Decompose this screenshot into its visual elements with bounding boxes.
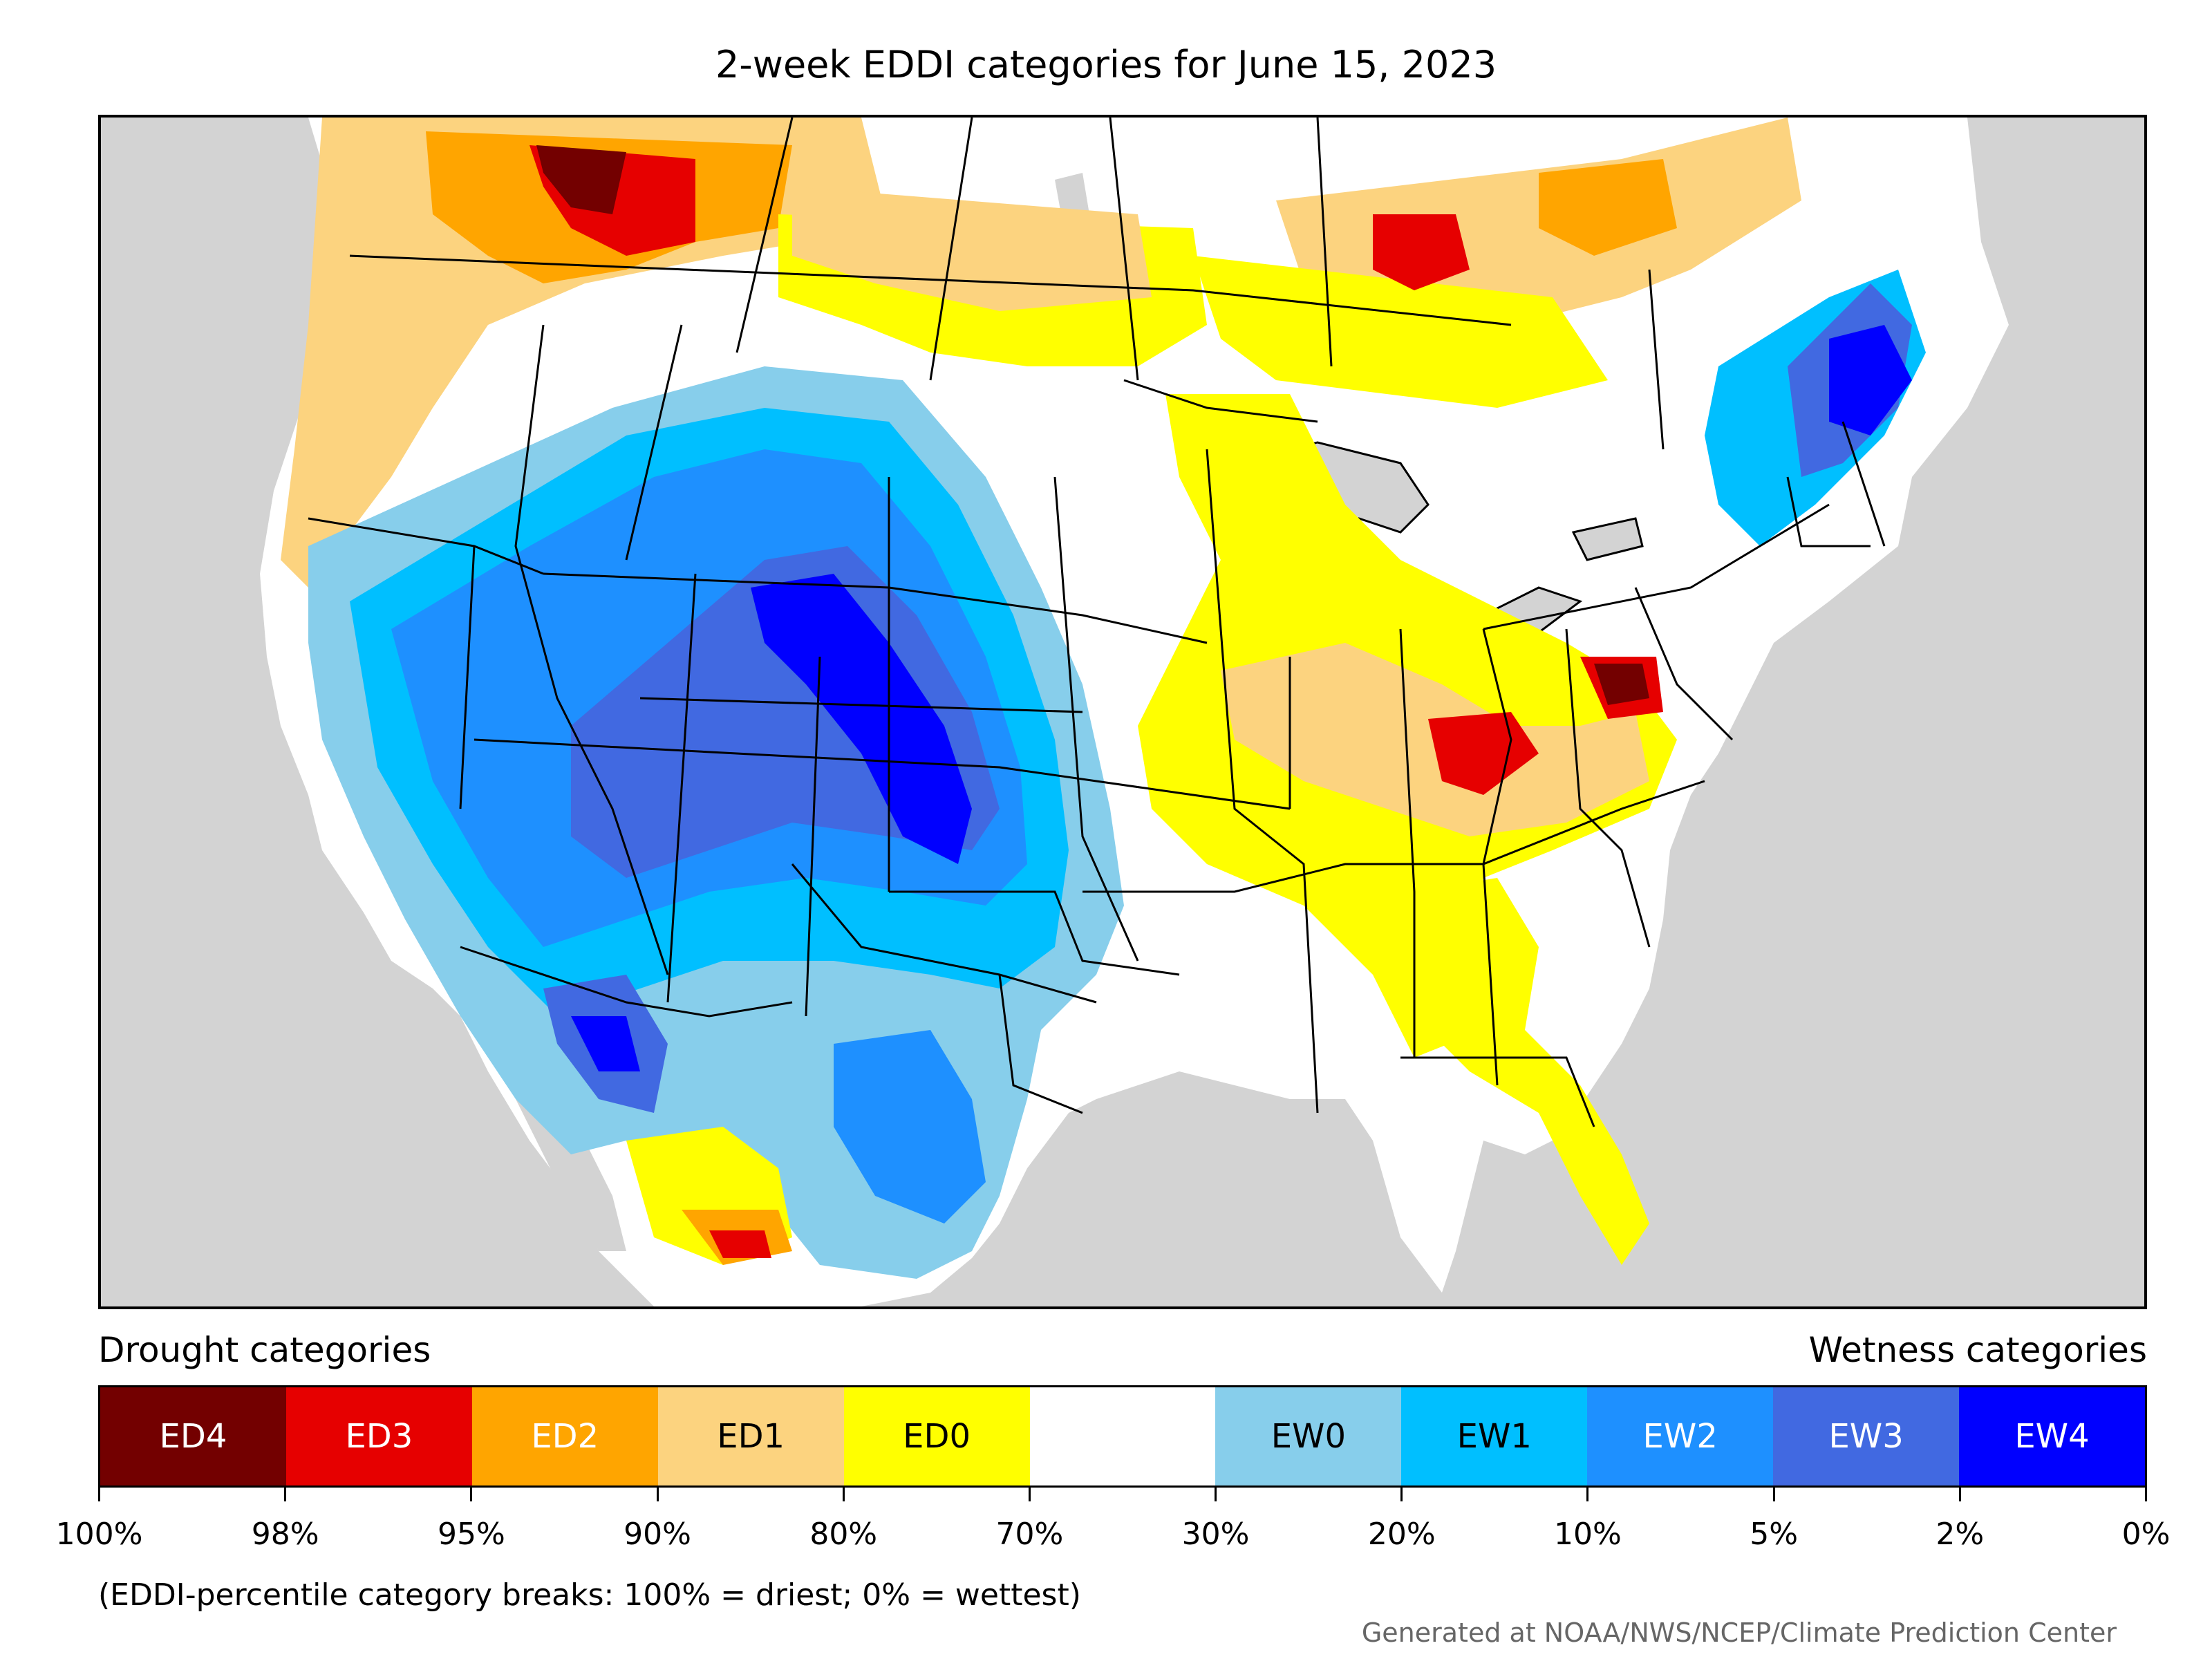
political-boundaries: [308, 118, 1886, 1127]
region-ed0-ontario: [1193, 256, 1608, 408]
region-ed4-virginia: [1594, 664, 1649, 705]
region-ew4-colorado: [751, 574, 972, 864]
region-ew4-baja: [571, 1016, 640, 1071]
region-ed3-kentucky: [1428, 712, 1539, 795]
colorbar-tick-label: 10%: [1554, 1517, 1622, 1552]
colorbar-tick: [1400, 1488, 1403, 1501]
colorbar-segment: [1029, 1387, 1216, 1485]
colorbar-tick: [1586, 1488, 1589, 1501]
colorbar-tick: [2145, 1488, 2147, 1501]
colorbar-segment: EW1: [1401, 1387, 1588, 1485]
category-breaks-note: (EDDI-percentile category breaks: 100% =…: [98, 1577, 1081, 1613]
region-ew4-maine: [1829, 325, 1912, 435]
colorbar-tick: [1215, 1488, 1217, 1501]
colorbar-tick-label: 100%: [55, 1517, 143, 1552]
region-ed3-mexico: [709, 1230, 771, 1258]
colorbar-tick: [98, 1488, 100, 1501]
colorbar-segment: EW0: [1215, 1387, 1402, 1485]
region-ed3-ontario: [1373, 214, 1470, 290]
eddi-map: [98, 115, 2147, 1309]
colorbar-tick-label: 2%: [1936, 1517, 1985, 1552]
colorbar-segment: ED2: [471, 1387, 658, 1485]
colorbar-tick-label: 98%: [251, 1517, 319, 1552]
region-ed4-bc: [536, 145, 626, 214]
colorbar-tick: [284, 1488, 287, 1501]
colorbar-tick-label: 70%: [995, 1517, 1064, 1552]
colorbar-ticks: 100% 98% 95% 90% 80% 70% 30% 20% 10% 5% 2% 0%: [56, 1488, 2170, 1552]
colorbar-tick-label: 0%: [2121, 1517, 2171, 1552]
drought-categories-label: Drought categories: [98, 1330, 431, 1370]
colorbar-tick-label: 5%: [1750, 1517, 1799, 1552]
map-canvas: [260, 118, 2009, 1306]
wetness-categories-label: Wetness categories: [1808, 1330, 2147, 1370]
colorbar-tick-label: 95%: [437, 1517, 505, 1552]
colorbar-segment: EW4: [1959, 1387, 2145, 1485]
region-ed1-canada-prairie: [792, 187, 1152, 311]
colorbar-tick-label: 30%: [1181, 1517, 1250, 1552]
region-ed1-pacific-nw: [281, 118, 889, 601]
colorbar-tick: [842, 1488, 845, 1501]
lake-ontario: [1571, 517, 1644, 561]
credit-line: Generated at NOAA/NWS/NCEP/Climate Predi…: [1361, 1618, 2117, 1648]
colorbar-tick: [470, 1488, 473, 1501]
colorbar-tick-label: 90%: [624, 1517, 691, 1552]
map-title: 2-week EDDI categories for June 15, 2023: [715, 43, 1497, 86]
colorbar-segment: EW3: [1773, 1387, 1960, 1485]
colorbar-tick: [1028, 1488, 1031, 1501]
colorbar-segment: EW2: [1587, 1387, 1774, 1485]
colorbar-segment: ED1: [657, 1387, 844, 1485]
colorbar-tick: [656, 1488, 659, 1501]
colorbar-tick-label: 20%: [1367, 1517, 1436, 1552]
colorbar-tick-label: 80%: [809, 1517, 878, 1552]
colorbar-tick: [1958, 1488, 1961, 1501]
colorbar-tick: [1772, 1488, 1775, 1501]
colorbar-segment: ED0: [843, 1387, 1030, 1485]
region-ed0-southeast: [1414, 878, 1649, 1265]
category-colorbar: ED4 ED3 ED2 ED1 ED0 EW0 EW1 EW2 EW3 EW4: [98, 1385, 2147, 1488]
region-ed2-ontario: [1539, 159, 1677, 256]
colorbar-segment: ED3: [285, 1387, 472, 1485]
region-ew2-texas: [834, 1030, 986, 1224]
colorbar-segment: ED4: [100, 1387, 286, 1485]
